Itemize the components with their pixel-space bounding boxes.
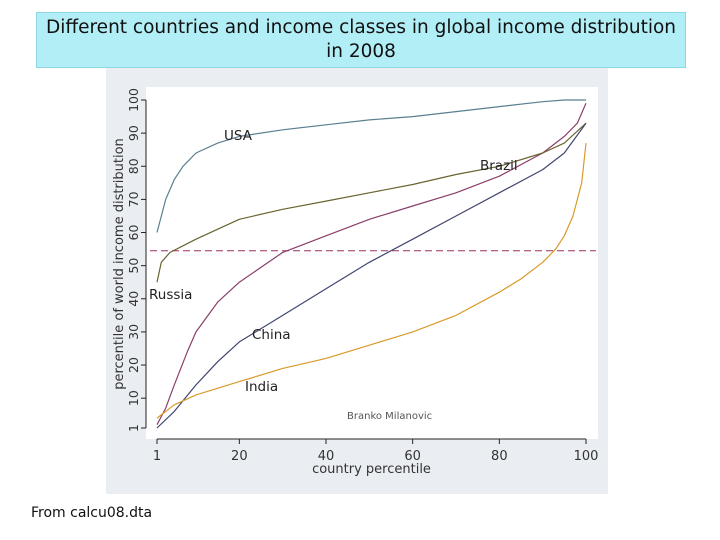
y-tick-label: 70: [126, 191, 141, 207]
y-tick-label: 40: [126, 291, 141, 307]
series-line-china: [156, 122, 587, 429]
x-tick-label: 60: [404, 449, 421, 464]
x-tick-label: 100: [574, 449, 599, 464]
x-tick-label: 20: [231, 449, 248, 464]
y-tick-label: 50: [126, 258, 141, 274]
x-tick-label: 40: [318, 449, 335, 464]
series-line-usa: [156, 99, 586, 233]
series-label-usa: USA: [224, 128, 253, 144]
y-tick-label: 60: [126, 225, 141, 241]
x-tick-label: 1: [153, 449, 161, 464]
y-tick-label: 10: [126, 390, 141, 406]
x-axis-label: country percentile: [312, 462, 431, 477]
series-line-russia: [156, 122, 587, 283]
y-axis-label: percentile of world income distribution: [112, 138, 127, 390]
y-tick-label: 30: [126, 324, 141, 340]
x-tick-label: 80: [491, 449, 508, 464]
y-tick-label: 100: [126, 88, 141, 112]
series-line-brazil: [156, 103, 587, 425]
y-tick-label: 20: [126, 357, 141, 373]
y-tick-label: 90: [126, 125, 141, 141]
series-label-india: India: [245, 379, 278, 395]
y-tick-label: 80: [126, 158, 141, 174]
y-tick-label: 1: [126, 424, 141, 432]
chart-title: Different countries and income classes i…: [36, 12, 686, 68]
series-line-india: [156, 143, 587, 419]
series-label-china: China: [252, 327, 291, 343]
series-label-russia: Russia: [149, 287, 192, 303]
credit-annotation: Branko Milanovic: [347, 411, 432, 422]
plot-area: [146, 87, 598, 439]
series-label-brazil: Brazil: [480, 158, 518, 174]
source-note: From calcu08.dta: [31, 505, 153, 521]
